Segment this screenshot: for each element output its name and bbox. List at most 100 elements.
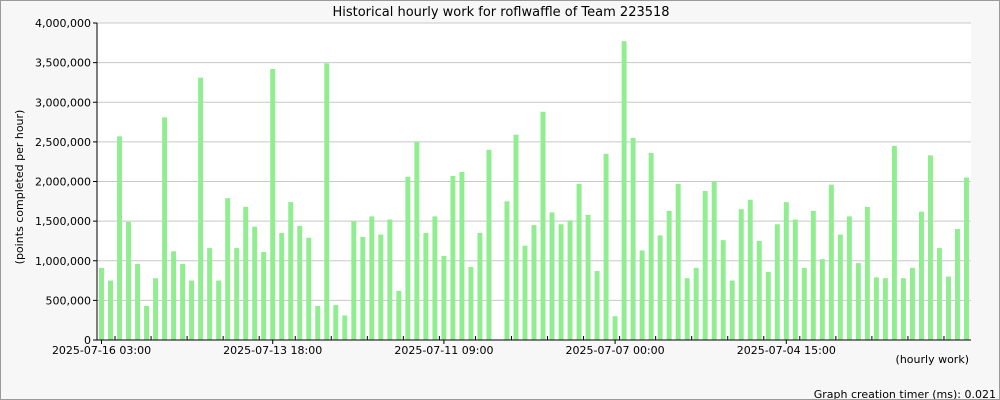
data-bar xyxy=(675,183,681,340)
x-tick-label: 2025-07-07 00:00 xyxy=(566,344,665,357)
data-bar xyxy=(774,224,780,340)
data-bar xyxy=(855,263,861,340)
data-bar xyxy=(864,206,870,340)
data-bar xyxy=(144,305,150,340)
data-bar xyxy=(225,198,231,340)
data-bar xyxy=(558,224,564,340)
data-bar xyxy=(531,225,537,340)
graph-creation-timer: Graph creation timer (ms): 0.021 xyxy=(814,388,996,399)
data-bar xyxy=(909,267,915,340)
y-tick-label: 2,000,000 xyxy=(35,176,91,189)
data-bar xyxy=(702,191,708,340)
data-bar xyxy=(459,171,465,340)
data-bar xyxy=(522,245,528,340)
data-bar xyxy=(837,234,843,340)
data-bar xyxy=(720,240,726,340)
data-bar xyxy=(639,250,645,340)
data-bar xyxy=(729,280,735,340)
data-bar xyxy=(513,134,519,340)
y-tick-label: 3,000,000 xyxy=(35,96,91,109)
data-bar xyxy=(162,117,168,341)
y-tick-label: 0 xyxy=(84,334,91,347)
y-tick-label: 3,500,000 xyxy=(35,57,91,70)
data-bar xyxy=(801,267,807,340)
x-tick-label: 2025-07-13 18:00 xyxy=(223,344,322,357)
data-bar xyxy=(792,219,798,340)
y-tick-label: 1,500,000 xyxy=(35,215,91,228)
data-bar xyxy=(270,68,276,340)
data-bar xyxy=(819,259,825,340)
data-bar xyxy=(360,236,366,340)
data-bar xyxy=(747,199,753,340)
data-bar xyxy=(945,276,951,340)
data-bar xyxy=(648,152,654,340)
chart-title: Historical hourly work for roflwaffle of… xyxy=(332,5,669,20)
data-bar xyxy=(396,290,402,340)
data-bar xyxy=(414,141,420,340)
data-bar xyxy=(288,202,294,340)
data-bar xyxy=(810,210,816,340)
data-bar xyxy=(612,316,618,340)
data-bar xyxy=(135,263,141,340)
data-bar xyxy=(900,278,906,340)
data-bar xyxy=(126,221,132,340)
data-bar xyxy=(882,278,888,340)
data-bar xyxy=(108,280,113,340)
data-bar xyxy=(891,145,897,340)
x-axis-label: (hourly work) xyxy=(896,353,969,366)
data-bar xyxy=(540,111,546,340)
data-bar xyxy=(585,214,591,340)
y-tick-labels: 0 500,000 1,000,000 1,500,000 2,000,000 2,500… xyxy=(35,17,97,347)
data-bar xyxy=(964,177,969,340)
data-bar xyxy=(324,63,330,340)
data-bar xyxy=(486,149,492,340)
x-tick-label: 2025-07-16 03:00 xyxy=(52,344,151,357)
data-bar xyxy=(936,248,942,340)
data-bar xyxy=(369,216,375,340)
data-bar xyxy=(441,255,447,340)
data-bar xyxy=(198,77,204,341)
data-bar xyxy=(504,201,510,340)
data-bar xyxy=(405,176,411,340)
data-bar xyxy=(306,237,312,340)
data-bar xyxy=(351,221,357,340)
data-bar xyxy=(918,211,924,340)
data-bar xyxy=(117,136,123,340)
x-tick-label: 2025-07-04 15:00 xyxy=(737,344,836,357)
data-bar xyxy=(252,226,258,340)
data-bar xyxy=(450,175,456,340)
data-bar xyxy=(342,315,348,340)
data-bar xyxy=(171,251,177,340)
data-bar xyxy=(189,280,195,340)
data-bar xyxy=(153,278,159,340)
data-bar xyxy=(387,219,393,340)
y-axis-label: (points completed per hour) xyxy=(13,110,26,265)
data-bar xyxy=(927,155,933,340)
data-bar xyxy=(873,277,879,340)
y-tick-label: 1,000,000 xyxy=(35,255,91,268)
data-bar xyxy=(432,216,438,340)
data-bar xyxy=(378,234,384,340)
data-bar xyxy=(216,280,222,340)
data-bar xyxy=(603,153,609,340)
data-bar xyxy=(783,202,789,340)
data-bar xyxy=(846,216,852,340)
data-bar xyxy=(207,248,213,340)
data-bar xyxy=(955,229,960,340)
data-bar xyxy=(423,233,429,340)
data-bar xyxy=(234,248,240,340)
data-bar xyxy=(261,252,267,340)
data-bar xyxy=(693,267,699,340)
data-bar xyxy=(666,210,672,340)
data-bar xyxy=(279,233,285,340)
data-bar xyxy=(180,263,186,340)
data-bar xyxy=(468,267,474,340)
data-bar xyxy=(657,235,663,340)
data-bar xyxy=(567,220,573,340)
data-bar xyxy=(738,209,744,340)
y-tick-label: 4,000,000 xyxy=(35,17,91,30)
y-tick-label: 500,000 xyxy=(46,294,92,307)
data-bar xyxy=(621,41,627,340)
